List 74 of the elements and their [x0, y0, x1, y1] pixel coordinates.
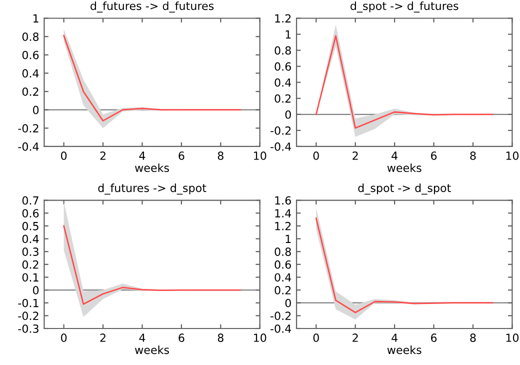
x-tick-label: 0	[313, 334, 319, 342]
x-tick-label: 2	[352, 334, 358, 342]
y-tick-label: 0.8	[274, 248, 291, 256]
x-tick-label: 8	[218, 152, 224, 160]
x-tick-label: 6	[178, 334, 184, 342]
y-tick-label: 1	[33, 14, 38, 22]
y-tick-label: 0	[285, 110, 291, 119]
y-tick-label: -0.2	[18, 124, 38, 133]
y-tick-label: 0	[33, 106, 39, 114]
y-tick-label: 1.2	[275, 222, 291, 230]
x-tick-label: 4	[392, 334, 398, 342]
x-axis-title: weeks	[135, 346, 169, 354]
y-tick-label: 0.4	[22, 69, 39, 78]
x-axis-title: weeks	[387, 163, 422, 172]
x-tick-label: 2	[100, 152, 106, 160]
y-tick-label: -0.4	[18, 142, 39, 151]
y-tick-label: 0.6	[22, 209, 39, 218]
x-tick-label: 10	[254, 334, 266, 342]
y-tick-label: 0.8	[274, 46, 291, 55]
x-axis-title: weeks	[387, 346, 422, 354]
y-tick-label: 1.2	[275, 14, 291, 22]
x-tick-label: 4	[139, 334, 146, 342]
x-axis-title: weeks	[135, 163, 169, 172]
y-tick-label: 0.3	[22, 248, 38, 256]
y-tick-label: 0.6	[22, 50, 39, 60]
y-tick-label: 0.4	[274, 273, 292, 282]
chart-title: d_spot -> d_futures	[350, 1, 458, 13]
x-tick-label: 10	[254, 152, 266, 160]
y-tick-label: 0.8	[22, 32, 39, 41]
y-tick-label: 0.2	[22, 87, 38, 96]
x-tick-label: 0	[313, 152, 319, 160]
x-tick-label: 6	[178, 152, 184, 160]
y-tick-label: 0.6	[274, 260, 291, 269]
x-tick-label: 8	[218, 334, 224, 342]
y-tick-label: 0.7	[22, 196, 38, 205]
y-tick-label: 0.2	[274, 286, 291, 294]
x-tick-label: 6	[431, 152, 437, 160]
x-tick-label: 2	[100, 334, 106, 342]
chart-title: d_spot -> d_spot	[358, 184, 451, 195]
line-series	[315, 35, 494, 129]
y-tick-label: 0.4	[274, 78, 292, 87]
y-tick-label: 1	[286, 234, 291, 243]
y-tick-label: 1	[286, 30, 291, 38]
x-tick-label: 6	[431, 334, 437, 342]
y-tick-label: 0.4	[22, 234, 39, 244]
y-tick-label: 1.4	[275, 209, 292, 218]
x-tick-label: 2	[352, 152, 358, 160]
y-tick-label: 0.2	[274, 94, 291, 103]
y-tick-label: 0	[285, 298, 291, 308]
y-tick-label: -0.2	[270, 126, 291, 135]
y-tick-label: -0.1	[18, 298, 38, 308]
x-tick-label: 4	[139, 152, 146, 160]
chart-title: d_futures -> d_futures	[90, 1, 214, 13]
line-series	[315, 218, 494, 314]
y-tick-label: -0.2	[270, 312, 291, 320]
y-tick-label: 0.6	[274, 62, 291, 71]
y-tick-label: -0.3	[18, 324, 38, 333]
y-tick-label: -0.4	[270, 142, 292, 151]
chart-title: d_futures -> d_spot	[98, 184, 206, 195]
x-tick-label: 0	[61, 152, 67, 160]
y-tick-label: 0	[33, 286, 39, 294]
line-series	[63, 225, 241, 305]
y-tick-label: 1.6	[275, 196, 291, 205]
y-tick-label: -0.2	[18, 312, 38, 320]
y-tick-label: 0.2	[22, 260, 38, 269]
x-tick-label: 8	[470, 334, 476, 342]
y-tick-label: 0.5	[22, 222, 38, 230]
x-tick-label: 10	[506, 334, 519, 342]
y-tick-label: -0.4	[270, 324, 292, 333]
x-tick-label: 4	[392, 152, 398, 160]
x-tick-label: 10	[506, 152, 519, 160]
x-tick-label: 0	[61, 334, 67, 342]
y-tick-label: 0.1	[22, 273, 38, 282]
x-tick-label: 8	[470, 152, 476, 160]
